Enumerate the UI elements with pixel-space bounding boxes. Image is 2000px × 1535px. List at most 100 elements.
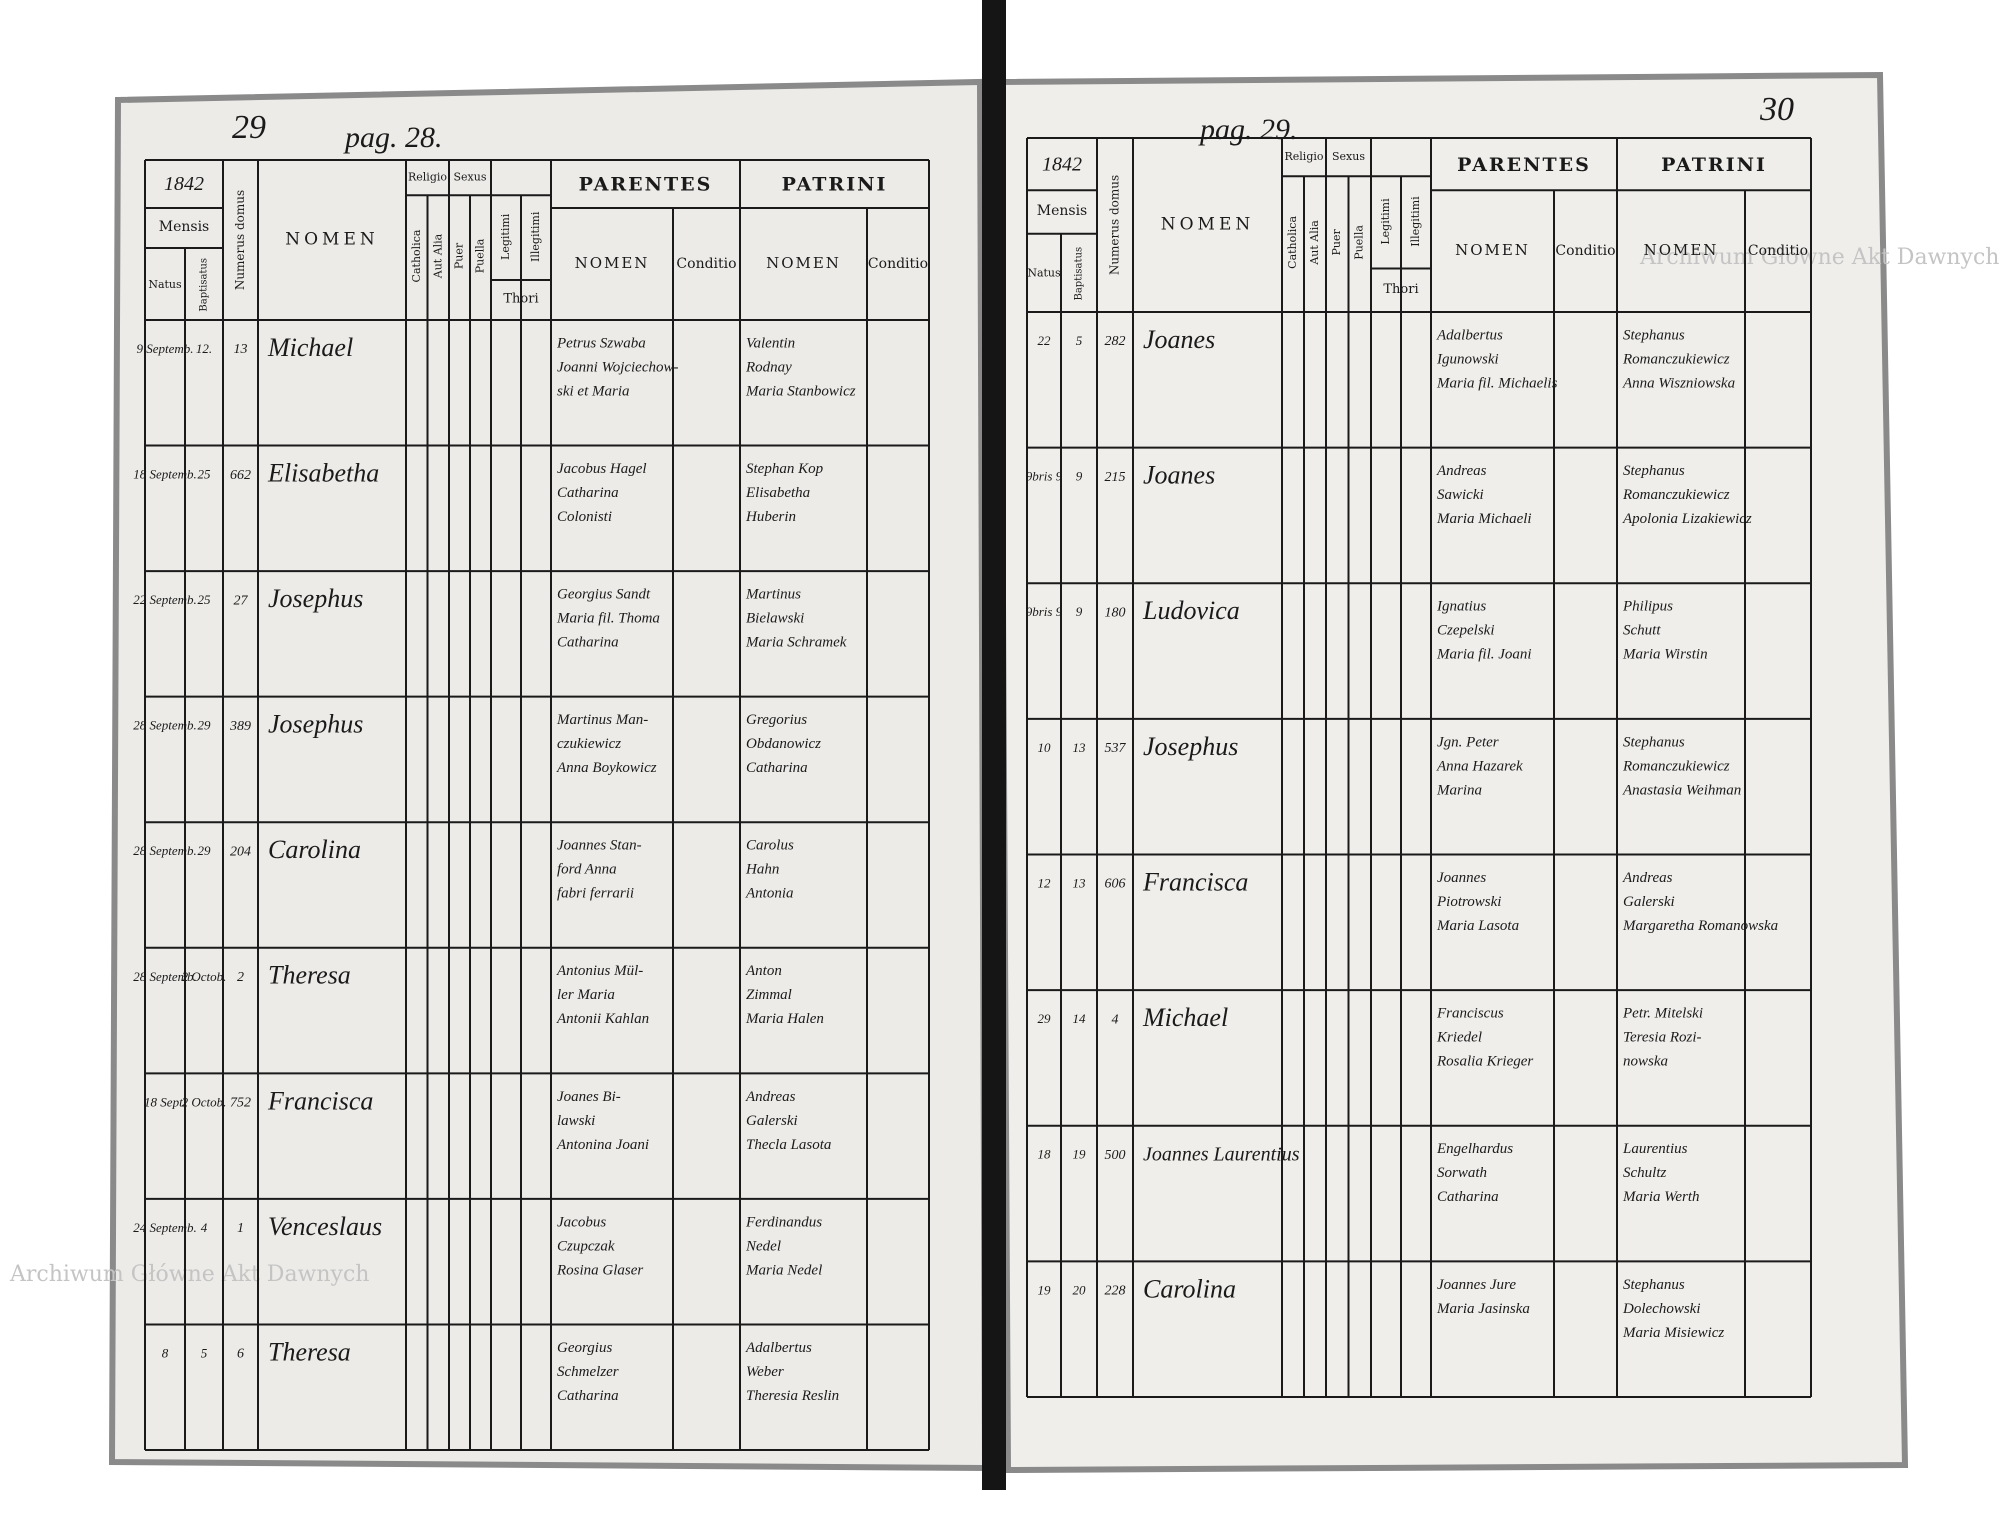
godparent-line: Elisabetha	[745, 485, 810, 501]
godparent-line: Adalbertus	[745, 1340, 812, 1356]
header-text: Conditio	[676, 256, 736, 272]
godparent-line: Dolechowski	[1622, 1301, 1700, 1317]
parent-line: Kriedel	[1436, 1030, 1482, 1046]
header-text: NOMEN	[285, 230, 379, 250]
parent-line: Antonius Mül-	[556, 963, 643, 979]
godparent-line: Maria Schramek	[745, 635, 847, 651]
godparent-line: Valentin	[746, 335, 795, 351]
parent-line: Czepelski	[1437, 623, 1495, 639]
domus: 389	[229, 719, 251, 734]
godparent-line: Anna Wiszniowska	[1622, 375, 1735, 391]
parent-line: Joanes Bi-	[557, 1089, 621, 1105]
natus: 12	[1038, 875, 1052, 890]
baptisatus: 4	[201, 1220, 208, 1235]
parent-line: Jacobus Hagel	[557, 461, 647, 477]
godparent-line: Gregorius	[746, 712, 807, 728]
domus: 204	[230, 844, 251, 859]
baptisatus: 9	[1076, 604, 1083, 619]
child-name: Joannes Laurentius	[1143, 1143, 1300, 1165]
header-text: Puer	[453, 242, 466, 269]
page-number: 30	[1759, 91, 1794, 128]
parent-line: Maria Jasinska	[1436, 1301, 1530, 1317]
parent-line: Maria fil. Thoma	[556, 611, 660, 627]
header-text: Legitimi	[499, 213, 512, 260]
natus: 9 Septemb.	[136, 341, 193, 356]
godparent-line: Stephanus	[1623, 463, 1685, 479]
natus: 18 Sept.	[144, 1094, 186, 1109]
domus: 27	[234, 593, 249, 608]
domus: 215	[1105, 470, 1126, 485]
child-name: Francisca	[267, 1086, 373, 1115]
natus: 28 Septemb.	[133, 718, 197, 733]
natus: 29	[1038, 1011, 1052, 1026]
watermark: Archiwum Główne Akt Dawnych	[1639, 245, 1999, 270]
godparent-line: Apolonia Lizakiewicz	[1622, 511, 1752, 527]
parent-line: Joannes	[1437, 870, 1486, 886]
baptisatus: 5	[201, 1345, 208, 1360]
baptisatus: 2 Octob.	[182, 1094, 227, 1109]
header-text: Religio	[1284, 150, 1323, 163]
godparent-line: Stephan Kop	[746, 461, 824, 477]
header-text: Sexus	[454, 171, 487, 184]
child-name: Francisca	[1142, 867, 1248, 896]
parent-line: Martinus Man-	[556, 712, 648, 728]
parent-line: Joannes Jure	[1437, 1277, 1516, 1293]
godparent-line: Maria Stanbowicz	[745, 383, 856, 399]
parent-line: Schmelzer	[557, 1364, 619, 1380]
godparent-line: Stephanus	[1623, 1277, 1685, 1293]
header-text: Catholica	[410, 229, 423, 282]
baptisatus: 13	[1073, 740, 1087, 755]
natus: 18	[1038, 1147, 1052, 1162]
header-text: Illegitimi	[529, 211, 542, 262]
natus: 10	[1038, 740, 1052, 755]
header-text: PATRINI	[782, 174, 888, 196]
godparent-line: Theresia Reslin	[746, 1388, 839, 1404]
parent-line: Igunowski	[1436, 351, 1499, 367]
header-text: Mensis	[1037, 203, 1087, 219]
baptisatus: 5	[1076, 333, 1083, 348]
child-name: Elisabetha	[267, 459, 379, 488]
parent-line: Colonisti	[557, 509, 612, 525]
child-name: Theresa	[268, 961, 351, 990]
parent-line: Sawicki	[1437, 487, 1484, 503]
domus: 537	[1105, 741, 1127, 756]
header-text: Legitimi	[1379, 198, 1392, 245]
parent-line: Anna Hazarek	[1436, 758, 1523, 774]
parent-line: Czupczak	[557, 1238, 615, 1254]
parent-line: Joanni Wojciechow-	[557, 359, 679, 375]
child-name: Michael	[1142, 1003, 1228, 1032]
godparent-line: Weber	[746, 1364, 784, 1380]
godparent-line: Maria Halen	[745, 1011, 824, 1027]
header-text: NOMEN	[1644, 241, 1719, 259]
natus: 18 Septemb.	[133, 467, 197, 482]
godparent-line: Antonia	[745, 886, 794, 902]
child-name: Josephus	[268, 710, 363, 739]
baptisatus: 29	[198, 843, 212, 858]
parent-line: Marina	[1436, 782, 1482, 798]
parent-line: Maria Lasota	[1436, 918, 1519, 934]
godparent-line: Stephanus	[1623, 734, 1685, 750]
child-name: Michael	[267, 333, 353, 362]
header-text: Sexus	[1332, 150, 1365, 163]
domus: 13	[234, 342, 248, 357]
baptisatus: 25	[198, 467, 212, 482]
godparent-line: Teresia Rozi-	[1623, 1030, 1701, 1046]
godparent-line: Stephanus	[1623, 327, 1685, 343]
domus: 180	[1105, 605, 1126, 620]
parent-line: Georgius	[557, 1340, 612, 1356]
parent-line: Ignatius	[1436, 599, 1486, 615]
header-text: Aut Alia	[431, 233, 444, 279]
baptisatus: 29	[198, 718, 212, 733]
parent-line: fabri ferrarii	[557, 886, 634, 902]
baptisatus: 13	[1073, 875, 1087, 890]
godparent-line: Galerski	[1623, 894, 1675, 910]
godparent-line: Bielawski	[746, 611, 804, 627]
header-text: Illegitimi	[1409, 196, 1422, 247]
header-text: Conditio	[868, 256, 928, 272]
header-text: Baptisatus	[1074, 247, 1085, 301]
header-text: Numerus domus	[233, 190, 247, 290]
godparent-line: Schultz	[1623, 1165, 1666, 1181]
header-text: Conditio	[1555, 243, 1615, 259]
baptisatus: 25	[198, 592, 212, 607]
